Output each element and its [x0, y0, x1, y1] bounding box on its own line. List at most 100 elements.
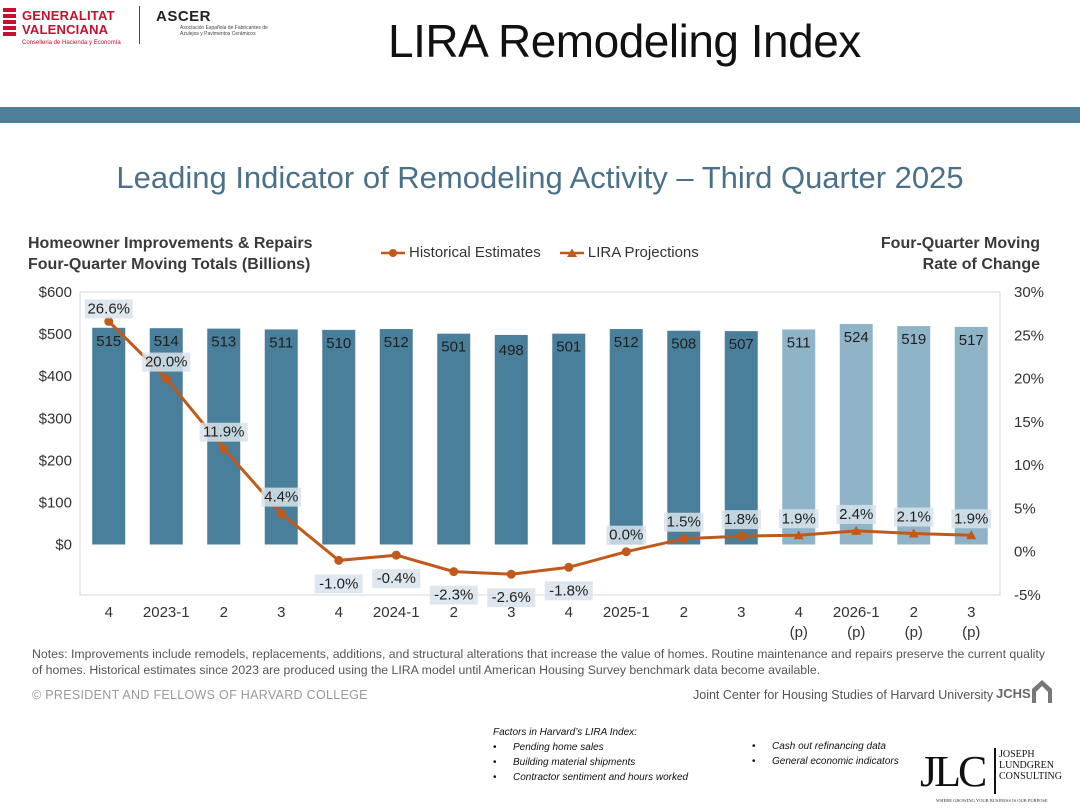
- left-tick-label: $200: [39, 452, 72, 469]
- factor-item: Cash out refinancing data: [752, 739, 899, 754]
- rate-label-box: [836, 504, 877, 524]
- right-tick-label: 5%: [1014, 500, 1036, 517]
- house-icon: [1032, 680, 1052, 703]
- rate-label-box: [372, 569, 421, 589]
- jlc-tagline: WHERE GROWING YOUR BUSINESS IS OUR PURPO…: [936, 798, 1048, 803]
- rate-point: [736, 531, 746, 541]
- rate-point: [391, 550, 401, 560]
- generalitat-valenciana-logo: GENERALITAT VALENCIANA Conselleria de Ha…: [0, 4, 132, 48]
- factor-item: Pending home sales: [493, 740, 688, 755]
- rate-point: [966, 530, 977, 540]
- rate-label-box: [663, 512, 704, 532]
- bar-value-label: 511: [269, 334, 293, 351]
- right-tick-label: 30%: [1014, 284, 1044, 301]
- right-tick-label: 20%: [1014, 371, 1044, 388]
- rate-value-label: 2.1%: [897, 509, 931, 526]
- x-tick-label: (p): [790, 624, 808, 641]
- bar: [782, 329, 816, 545]
- ascer-subtitle: Asociación Española de Fabricantes de Az…: [180, 25, 268, 37]
- jlc-divider: [994, 748, 996, 794]
- legend-historical: Historical Estimates: [380, 244, 541, 261]
- x-tick-label: 4: [105, 604, 113, 621]
- left-tick-label: $500: [39, 326, 72, 343]
- rate-label-box: [951, 509, 992, 529]
- slide-title: LIRA Remodeling Index: [388, 15, 861, 67]
- legend-triangle-marker-icon: [559, 248, 584, 257]
- bar: [264, 329, 298, 545]
- rate-value-label: 1.9%: [782, 510, 816, 527]
- x-tick-label: 2026-1: [833, 604, 880, 621]
- rate-label-box: [261, 487, 302, 507]
- x-tick-label: 2: [220, 604, 228, 621]
- x-tick-label: 3: [277, 604, 285, 621]
- x-tick-label: 3: [507, 604, 515, 621]
- generalitat-emblem-icon: [3, 8, 16, 38]
- bar-value-label: 501: [441, 339, 466, 356]
- x-tick-label: (p): [962, 624, 980, 641]
- right-tick-label: 10%: [1014, 457, 1044, 474]
- ascer-name: ASCER: [156, 8, 212, 25]
- x-tick-label: 2025-1: [603, 604, 650, 621]
- x-tick-label: 3: [737, 604, 745, 621]
- remodeling-chart: 515 514 513 511 510 512 501 498 501 512 508 507 511 5…: [39, 284, 1044, 641]
- rate-value-label: 1.5%: [667, 514, 701, 531]
- rate-line: [107, 320, 972, 576]
- rate-value-label: -2.6%: [492, 589, 531, 606]
- rate-point: [564, 562, 574, 572]
- right-tick-label: 15%: [1014, 414, 1044, 431]
- rate-label-box: [199, 422, 248, 442]
- jchs-logo: JCHS: [996, 677, 1052, 705]
- rate-point: [908, 528, 919, 538]
- rate-value-label: -0.4%: [377, 570, 416, 587]
- left-axis-title-line2: Four-Quarter Moving Totals (Billions): [28, 256, 311, 273]
- rate-value-label: -2.3%: [434, 587, 473, 604]
- bar: [379, 329, 413, 545]
- logo-gv-line1: GENERALITAT: [22, 8, 115, 23]
- jlc-logo: JLC JOSEPH LUNDGREN CONSULTING WHERE GRO…: [918, 744, 1076, 806]
- right-axis-title-line1: Four-Quarter Moving: [880, 235, 1040, 252]
- rate-label-box: [314, 574, 363, 594]
- header-band: [0, 107, 1080, 123]
- right-tick-label: 0%: [1014, 544, 1036, 561]
- rate-label-box: [778, 509, 819, 529]
- rate-label-box: [606, 525, 647, 545]
- left-axis-title-line1: Homeowner Improvements & Repairs: [28, 235, 313, 252]
- legend-projections-label: LIRA Projections: [587, 244, 699, 261]
- rate-label-box: [84, 299, 133, 319]
- left-tick-label: $600: [39, 284, 72, 301]
- bar-value-label: 510: [326, 335, 351, 352]
- rate-point: [334, 555, 344, 565]
- factor-item: Contractor sentiment and hours worked: [493, 770, 688, 785]
- bar: [724, 331, 758, 545]
- bar: [954, 326, 988, 545]
- rate-point: [506, 569, 516, 579]
- x-tick-label: (p): [905, 624, 923, 641]
- rate-value-label: 2.4%: [839, 506, 873, 523]
- rate-point: [449, 567, 459, 577]
- rate-value-label: 20.0%: [145, 354, 188, 371]
- bar-value-label: 514: [154, 333, 179, 350]
- bar: [552, 333, 586, 545]
- left-tick-label: $100: [39, 494, 72, 511]
- factors-list: Factors in Harvard’s LIRA Index: Pending…: [493, 725, 688, 785]
- bar-value-label: 498: [499, 342, 524, 359]
- rate-point: [104, 316, 114, 326]
- logo-divider: [139, 6, 140, 44]
- bar: [322, 329, 356, 545]
- rate-point: [679, 534, 689, 544]
- rate-point: [793, 530, 804, 540]
- bar-value-label: 513: [211, 334, 236, 351]
- rate-point: [276, 509, 286, 519]
- bar-value-label: 524: [844, 329, 869, 346]
- rate-point: [219, 444, 229, 454]
- rate-value-label: 0.0%: [609, 527, 643, 544]
- x-tick-label: 4: [795, 604, 803, 621]
- jchs-logo-text: JCHS: [996, 686, 1031, 701]
- x-tick-label: 4: [565, 604, 573, 621]
- rate-label-box: [893, 507, 934, 527]
- x-tick-label: 2: [680, 604, 688, 621]
- rate-value-label: -1.8%: [549, 582, 588, 599]
- left-tick-label: $300: [39, 410, 72, 427]
- rate-value-label: -1.0%: [319, 575, 358, 592]
- rate-point: [851, 525, 862, 535]
